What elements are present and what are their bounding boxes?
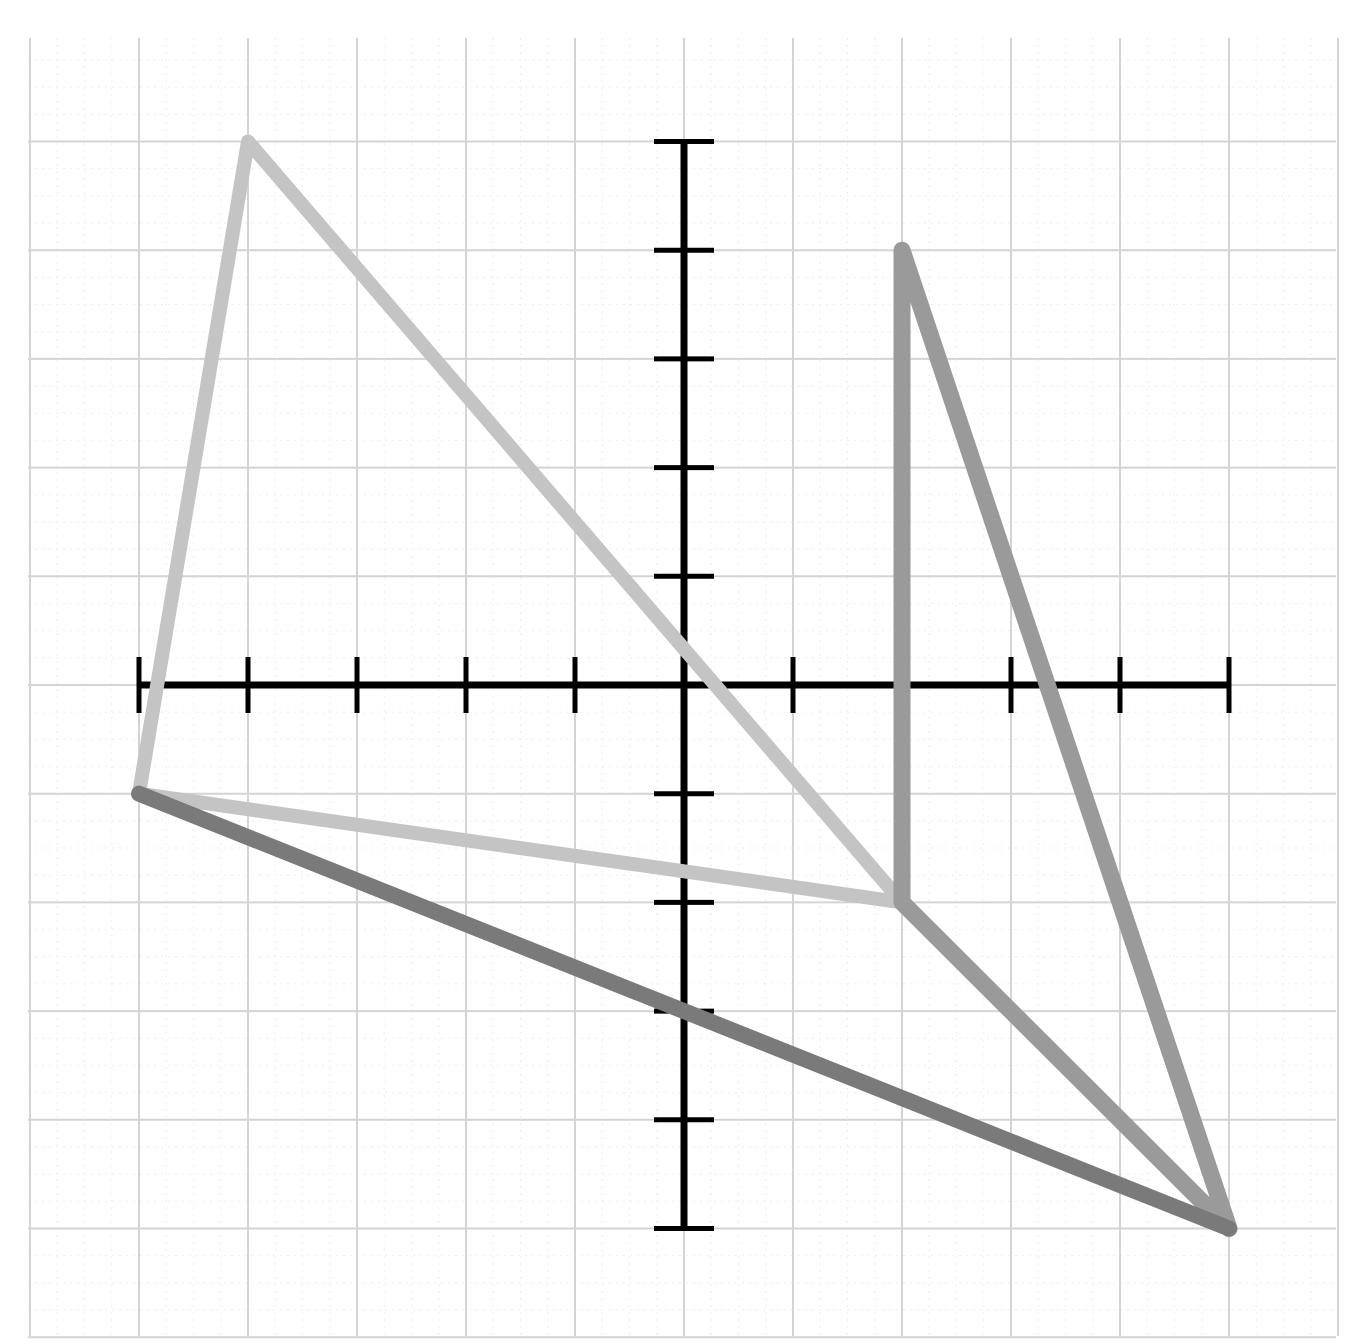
triangle-light [132,134,909,910]
minor-grid [28,38,1336,1336]
shapes [131,134,1238,1237]
triangle-medium [893,241,1238,1237]
segment-dark [131,785,1237,1237]
